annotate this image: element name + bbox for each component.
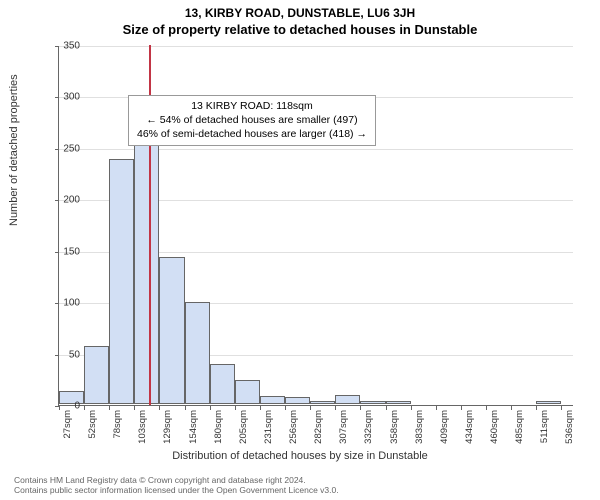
histogram-bar: [84, 346, 109, 404]
xtick-label: 332sqm: [363, 410, 374, 444]
xtick-label: 460sqm: [489, 410, 500, 444]
xtick-label: 27sqm: [62, 410, 73, 439]
xtick-mark: [260, 406, 261, 410]
xtick-mark: [411, 406, 412, 410]
chart-title: Size of property relative to detached ho…: [0, 20, 600, 37]
xtick-label: 231sqm: [263, 410, 274, 444]
ytick-label: 150: [50, 246, 80, 257]
ytick-label: 50: [50, 349, 80, 360]
footer-copyright: Contains HM Land Registry data © Crown c…: [14, 475, 339, 486]
xtick-label: 434sqm: [464, 410, 475, 444]
histogram-bar: [235, 380, 260, 404]
xtick-label: 205sqm: [238, 410, 249, 444]
histogram-bar: [310, 401, 335, 404]
xtick-mark: [360, 406, 361, 410]
histogram-bar: [386, 401, 411, 404]
xtick-label: 78sqm: [112, 410, 123, 439]
xtick-mark: [285, 406, 286, 410]
gridline: [59, 46, 573, 47]
footer: Contains HM Land Registry data © Crown c…: [14, 475, 339, 496]
y-axis-label: Number of detached properties: [8, 74, 20, 226]
xtick-mark: [310, 406, 311, 410]
xtick-label: 383sqm: [414, 410, 425, 444]
info-line-property: 13 KIRBY ROAD: 118sqm: [137, 99, 367, 113]
histogram-bar: [360, 401, 385, 404]
xtick-mark: [561, 406, 562, 410]
histogram-bar: [185, 302, 210, 404]
xtick-label: 129sqm: [162, 410, 173, 444]
histogram-bar: [260, 396, 285, 404]
xtick-mark: [436, 406, 437, 410]
xtick-label: 154sqm: [188, 410, 199, 444]
xtick-label: 307sqm: [338, 410, 349, 444]
histogram-bar: [285, 397, 310, 404]
xtick-label: 485sqm: [514, 410, 525, 444]
xtick-mark: [486, 406, 487, 410]
ytick-label: 0: [50, 401, 80, 412]
xtick-mark: [511, 406, 512, 410]
x-axis-label: Distribution of detached houses by size …: [0, 450, 600, 462]
xtick-mark: [386, 406, 387, 410]
xtick-mark: [84, 406, 85, 410]
xtick-mark: [134, 406, 135, 410]
histogram-bar: [109, 159, 134, 404]
ytick-label: 100: [50, 298, 80, 309]
xtick-label: 180sqm: [213, 410, 224, 444]
footer-licence: Contains public sector information licen…: [14, 485, 339, 496]
xtick-mark: [185, 406, 186, 410]
xtick-label: 282sqm: [313, 410, 324, 444]
info-line-smaller: ← 54% of detached houses are smaller (49…: [137, 113, 367, 127]
ytick-label: 350: [50, 41, 80, 52]
info-line-larger: 46% of semi-detached houses are larger (…: [137, 127, 367, 141]
histogram-bar: [210, 364, 235, 404]
xtick-label: 52sqm: [87, 410, 98, 439]
xtick-mark: [235, 406, 236, 410]
xtick-label: 511sqm: [539, 410, 550, 443]
ytick-label: 300: [50, 92, 80, 103]
chart-area: 27sqm52sqm78sqm103sqm129sqm154sqm180sqm2…: [58, 46, 573, 406]
xtick-mark: [461, 406, 462, 410]
xtick-mark: [536, 406, 537, 410]
info-box: 13 KIRBY ROAD: 118sqm ← 54% of detached …: [128, 95, 376, 146]
xtick-label: 256sqm: [288, 410, 299, 444]
histogram-bar: [159, 257, 184, 404]
xtick-label: 536sqm: [564, 410, 575, 444]
xtick-mark: [159, 406, 160, 410]
histogram-bar: [335, 395, 360, 404]
address-heading: 13, KIRBY ROAD, DUNSTABLE, LU6 3JH: [0, 0, 600, 20]
xtick-mark: [335, 406, 336, 410]
histogram-bar: [134, 104, 159, 404]
xtick-label: 409sqm: [439, 410, 450, 444]
xtick-mark: [210, 406, 211, 410]
xtick-label: 103sqm: [137, 410, 148, 444]
ytick-label: 200: [50, 195, 80, 206]
histogram-bar: [536, 401, 561, 404]
xtick-label: 358sqm: [389, 410, 400, 444]
ytick-label: 250: [50, 143, 80, 154]
xtick-mark: [109, 406, 110, 410]
